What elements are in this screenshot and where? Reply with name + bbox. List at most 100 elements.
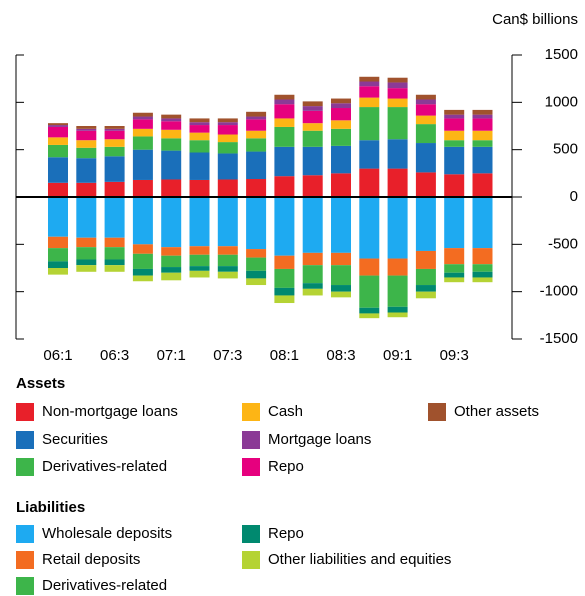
bar-segment [387,82,408,89]
x-tick-label: 09:1 [383,347,412,364]
bar-segment [359,140,380,169]
bar-segment [274,255,295,269]
bar-segment [387,306,408,313]
bar-segment [331,265,351,286]
legend-swatch [16,551,34,569]
bar-segment [274,118,295,127]
bar-segment [161,138,182,151]
bar-segment [302,110,323,124]
bar-segment [387,98,408,108]
bar-segment [217,153,238,180]
bar-segment [76,140,97,148]
bar-segment [472,197,493,249]
bar-segment [132,253,153,269]
bar-segment [76,237,97,248]
bar-segment [132,244,153,254]
bar-segment [331,197,351,253]
bar-segment [189,179,210,197]
bar-segment [331,252,351,266]
bar-segment [161,179,182,197]
legend-label: Securities [42,431,108,448]
bar-segment [359,97,380,108]
bar-segment [189,122,210,126]
bar-segment [415,291,436,299]
bar-segment [132,179,153,197]
bar-segment [217,118,238,123]
x-tick-label: 06:3 [100,347,129,364]
bar-segment [48,126,68,138]
legend-label: Derivatives-related [42,577,167,594]
legend-swatch [242,403,260,421]
bar-segment [161,197,182,248]
bar-segment [217,254,238,267]
bar-segment [331,145,351,174]
bar-segment [359,275,380,308]
bar-segment [331,120,351,129]
bar-segment [246,116,267,120]
bar-segment [161,255,182,268]
bar-segment [132,119,153,129]
bar-segment [472,173,493,197]
bar-segment [104,146,125,157]
bar-segment [331,108,351,121]
bar-segment [246,270,267,279]
bar-segment [48,182,68,197]
bar-segment [246,130,267,139]
x-tick-label: 07:3 [213,347,242,364]
bar-segment [331,103,351,109]
bar-segment [302,123,323,131]
bar-segment [104,126,125,129]
bar-segment [444,248,465,265]
bar-segment [161,121,182,130]
x-tick-label: 08:1 [270,347,299,364]
legend-swatch [16,458,34,476]
bar-segment [387,107,408,140]
bar-segment [76,130,97,141]
bar-segment [104,139,125,147]
legend-swatch [16,525,34,543]
bar-segment [444,109,465,115]
bar-segment [274,197,295,256]
bar-segment [189,266,210,271]
bar-segment [415,94,436,100]
bar-segment [387,312,408,318]
bar-segment [132,112,153,117]
bar-segment [415,285,436,292]
legend-swatch [16,431,34,449]
bar-segment [132,268,153,276]
bar-segment [302,288,323,296]
x-tick-label: 09:3 [440,347,469,364]
legend-label: Repo [268,525,304,542]
bar-segment [359,258,380,276]
bar-segment [217,197,238,247]
bar-segment [331,173,351,197]
y-tick-label: -1500 [540,330,578,347]
bar-segment [472,264,493,272]
legend-label: Derivatives-related [42,458,167,475]
bar-segment [444,118,465,131]
bar-segment [76,265,97,272]
bar-segment [472,277,493,283]
bar-segment [132,136,153,150]
bar-segment [76,128,97,131]
bar-segment [132,116,153,120]
bar-segment [76,147,97,159]
x-tick-label: 06:1 [43,347,72,364]
bar-segment [48,123,68,126]
bar-segment [161,150,182,180]
bar-segment [387,168,408,197]
bar-segment [302,130,323,147]
legend-label: Other assets [454,403,539,420]
bar-segment [415,143,436,173]
bar-segment [472,248,493,265]
y-tick-label: -500 [548,235,578,252]
bar-segment [246,179,267,197]
bar-segment [444,146,465,175]
bar-segment [472,118,493,131]
bar-segment [444,272,465,278]
bar-segment [246,257,267,271]
y-tick-label: -1000 [540,283,578,300]
bar-segment [302,101,323,107]
bar-segment [274,176,295,197]
bar-segment [472,109,493,115]
